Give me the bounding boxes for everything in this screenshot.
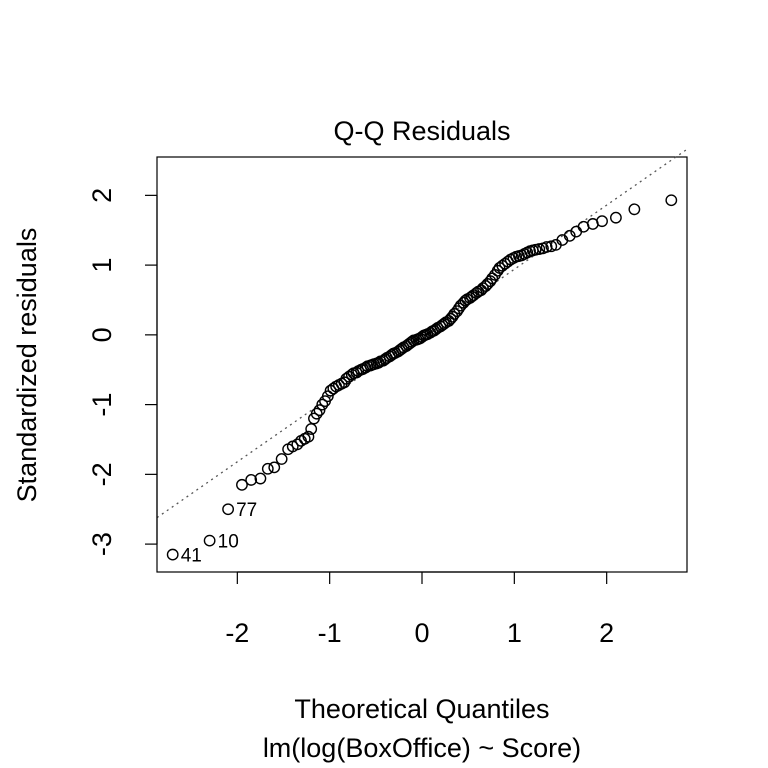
data-point (545, 240, 558, 253)
data-point (291, 438, 304, 451)
data-point (275, 453, 288, 465)
data-point (203, 534, 216, 547)
point-group (166, 194, 678, 561)
point-label: 10 (218, 532, 239, 553)
data-point (316, 398, 329, 411)
data-point (393, 344, 406, 357)
chart-subtitle: lm(log(BoxOffice) ~ Score) (263, 733, 581, 763)
y-tick-label: -1 (87, 393, 117, 417)
x-tick-label: 1 (507, 618, 522, 648)
data-point (321, 390, 334, 403)
x-tick-label: 2 (599, 618, 614, 648)
data-point (596, 215, 608, 228)
x-axis-label: Theoretical Quantiles (294, 694, 549, 724)
point-label-group: 41 10 77 (181, 500, 258, 566)
data-point (245, 474, 258, 486)
point-label: 41 (181, 546, 202, 567)
y-tick-label: 0 (87, 327, 117, 342)
data-point (428, 324, 440, 337)
data-point (222, 503, 234, 516)
point-label: 77 (236, 500, 257, 521)
data-point (313, 404, 326, 417)
x-axis: -2 -1 0 1 2 (225, 571, 614, 648)
data-point (563, 229, 576, 242)
data-point (310, 407, 323, 420)
chart-title: Q-Q Residuals (333, 116, 510, 146)
x-tick-label: -2 (225, 618, 249, 648)
data-point (665, 194, 678, 207)
data-point (302, 430, 315, 443)
data-point (305, 423, 318, 435)
y-axis: -3 -2 -1 0 1 2 (87, 188, 158, 556)
data-point (610, 211, 622, 224)
data-point (254, 472, 267, 485)
data-point (166, 548, 179, 561)
data-point (261, 462, 274, 475)
y-tick-label: 2 (87, 188, 117, 203)
data-point (486, 272, 499, 285)
y-axis-label: Standardized residuals (12, 228, 42, 503)
data-point (377, 354, 390, 367)
data-point (436, 319, 449, 331)
data-point (236, 478, 248, 491)
data-point (268, 461, 281, 474)
x-tick-label: 0 (414, 618, 429, 648)
y-tick-label: -2 (87, 462, 117, 486)
x-tick-label: -1 (318, 618, 342, 648)
data-point (628, 203, 641, 216)
y-tick-label: -3 (87, 532, 117, 556)
y-tick-label: 1 (87, 258, 117, 273)
